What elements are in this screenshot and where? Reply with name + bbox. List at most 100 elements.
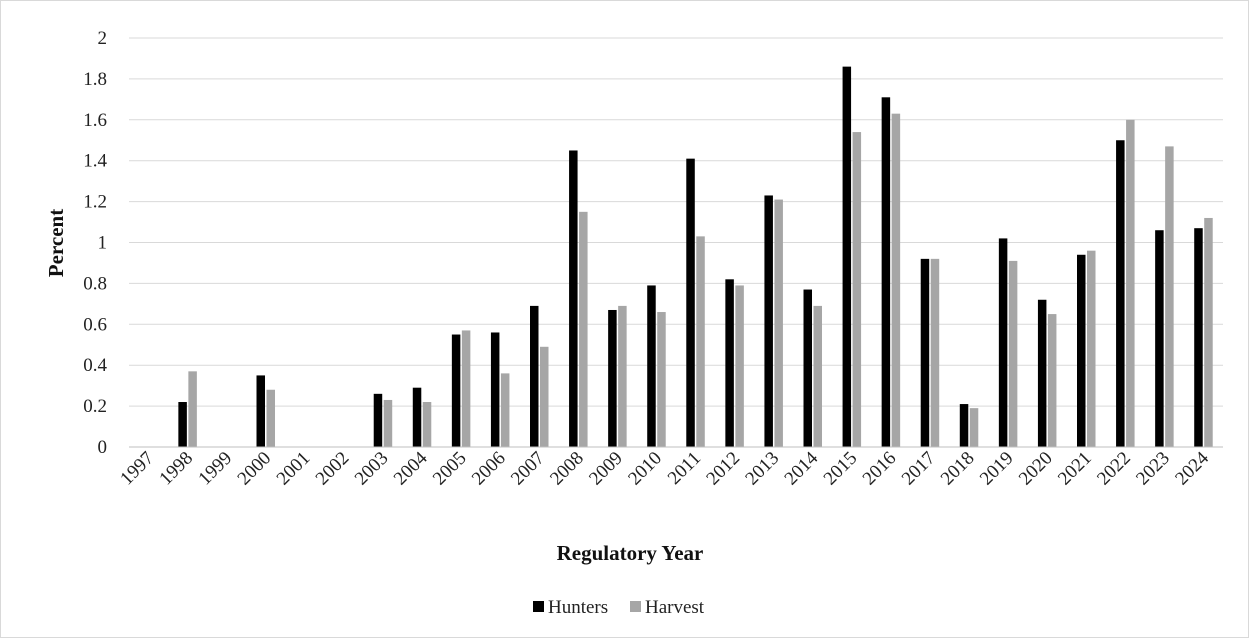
bar-harvest-2018 [969,408,979,447]
bar-hunters-2014 [803,289,812,447]
bar-hunters-2021 [1077,254,1086,447]
gridlines [129,37,1223,407]
x-tick-label: 2014 [781,447,823,489]
legend-swatch-hunters [533,601,544,612]
bar-hunters-2010 [647,285,656,447]
x-tick-label: 2008 [546,448,588,490]
x-tick-label: 2000 [234,448,276,490]
x-tick-label: 2011 [664,448,705,489]
x-tick-label: 2017 [898,448,940,490]
bar-harvest-2014 [813,305,822,447]
bar-harvest-2011 [696,236,705,447]
x-tick-label: 2009 [585,448,627,490]
bar-harvest-2010 [657,312,666,447]
bar-harvest-2007 [540,346,549,447]
bar-hunters-2020 [1037,299,1047,447]
bars [178,66,1213,448]
legend-label-harvest: Harvest [645,597,705,618]
legend: Hunters Harvest [533,597,705,618]
y-tick-label: 0.2 [83,396,107,417]
x-tick-label: 2023 [1132,448,1174,490]
bar-harvest-2021 [1087,250,1096,447]
x-axis-title: Regulatory Year [557,541,704,565]
bar-harvest-2024 [1204,217,1213,447]
bar-harvest-2023 [1165,146,1174,447]
bar-hunters-2004 [412,387,422,447]
x-tick-label: 1998 [155,448,197,490]
x-tick-label: 2003 [351,448,393,490]
x-tick-label: 2021 [1054,448,1096,490]
bar-hunters-2022 [1116,140,1125,447]
x-tick-label: 1997 [116,448,158,490]
bar-harvest-2005 [461,330,471,447]
y-tick-label: 1.8 [83,69,107,90]
bar-hunters-2012 [725,279,734,447]
bar-hunters-2000 [256,375,265,447]
bar-hunters-2003 [373,393,383,447]
bar-harvest-2006 [500,373,510,447]
x-tick-label: 2016 [859,448,901,490]
bar-hunters-2017 [920,258,930,447]
x-tick-label: 2020 [1015,448,1057,490]
bar-harvest-2003 [383,399,393,447]
y-tick-label: 1.2 [83,192,107,213]
bar-harvest-2019 [1008,260,1018,447]
x-tick-label: 2005 [429,448,471,490]
bar-hunters-2009 [608,309,617,447]
bar-harvest-2022 [1126,119,1135,448]
bar-hunters-2013 [764,195,773,447]
x-tick-label: 2010 [624,448,666,490]
x-tick-label: 2001 [273,448,315,490]
bar-hunters-2011 [686,158,695,447]
bar-harvest-2012 [735,285,744,447]
x-tick-label: 2019 [976,448,1018,490]
y-tick-label: 0 [98,437,108,458]
bar-hunters-2016 [881,97,891,448]
bar-hunters-2005 [451,334,461,447]
bar-harvest-2015 [852,132,862,447]
x-tick-label: 2022 [1093,448,1135,490]
x-tick-label: 2015 [820,448,862,490]
bar-hunters-2006 [490,332,500,447]
bar-hunters-2023 [1155,230,1164,447]
bar-hunters-2015 [842,66,852,447]
x-tick-label: 1999 [194,448,236,490]
bar-hunters-1998 [178,402,187,447]
bar-hunters-2008 [569,150,578,447]
bar-harvest-2017 [930,258,940,447]
bar-harvest-2020 [1047,314,1057,447]
bar-harvest-2004 [422,402,432,447]
x-tick-labels: 1997199819992000200120022003200420052006… [116,447,1213,489]
bar-hunters-2019 [998,238,1008,447]
x-tick-label: 2006 [468,448,510,490]
y-tick-label: 0.4 [83,355,107,376]
x-tick-label: 2024 [1171,447,1213,489]
y-tick-label: 0.6 [83,314,107,335]
bar-harvest-2000 [266,389,275,447]
y-tick-label: 1.6 [83,110,107,131]
x-tick-label: 2013 [741,448,783,490]
y-tick-label: 0.8 [83,273,107,294]
legend-swatch-harvest [630,601,641,612]
bar-hunters-2024 [1194,228,1203,447]
y-tick-label: 2 [98,28,108,49]
y-axis-title: Percent [44,209,68,277]
y-tick-label: 1.4 [83,151,107,172]
x-tick-label: 2012 [702,448,744,490]
x-tick-label: 2018 [937,448,979,490]
bar-harvest-2008 [579,211,588,447]
y-tick-label: 1 [98,233,108,254]
bar-harvest-2009 [618,305,627,447]
bar-hunters-2018 [959,404,969,447]
x-tick-label: 2007 [507,448,549,490]
bar-harvest-1998 [188,371,197,447]
bar-hunters-2007 [530,305,539,447]
bar-harvest-2013 [774,199,783,447]
y-tick-labels: 0 0.2 0.4 0.6 0.8 1 1.2 1.4 1.6 1.8 2 [83,28,107,458]
legend-label-hunters: Hunters [548,597,608,618]
bar-harvest-2016 [891,113,901,447]
x-tick-label: 2002 [312,448,354,490]
x-tick-label: 2004 [390,447,432,489]
